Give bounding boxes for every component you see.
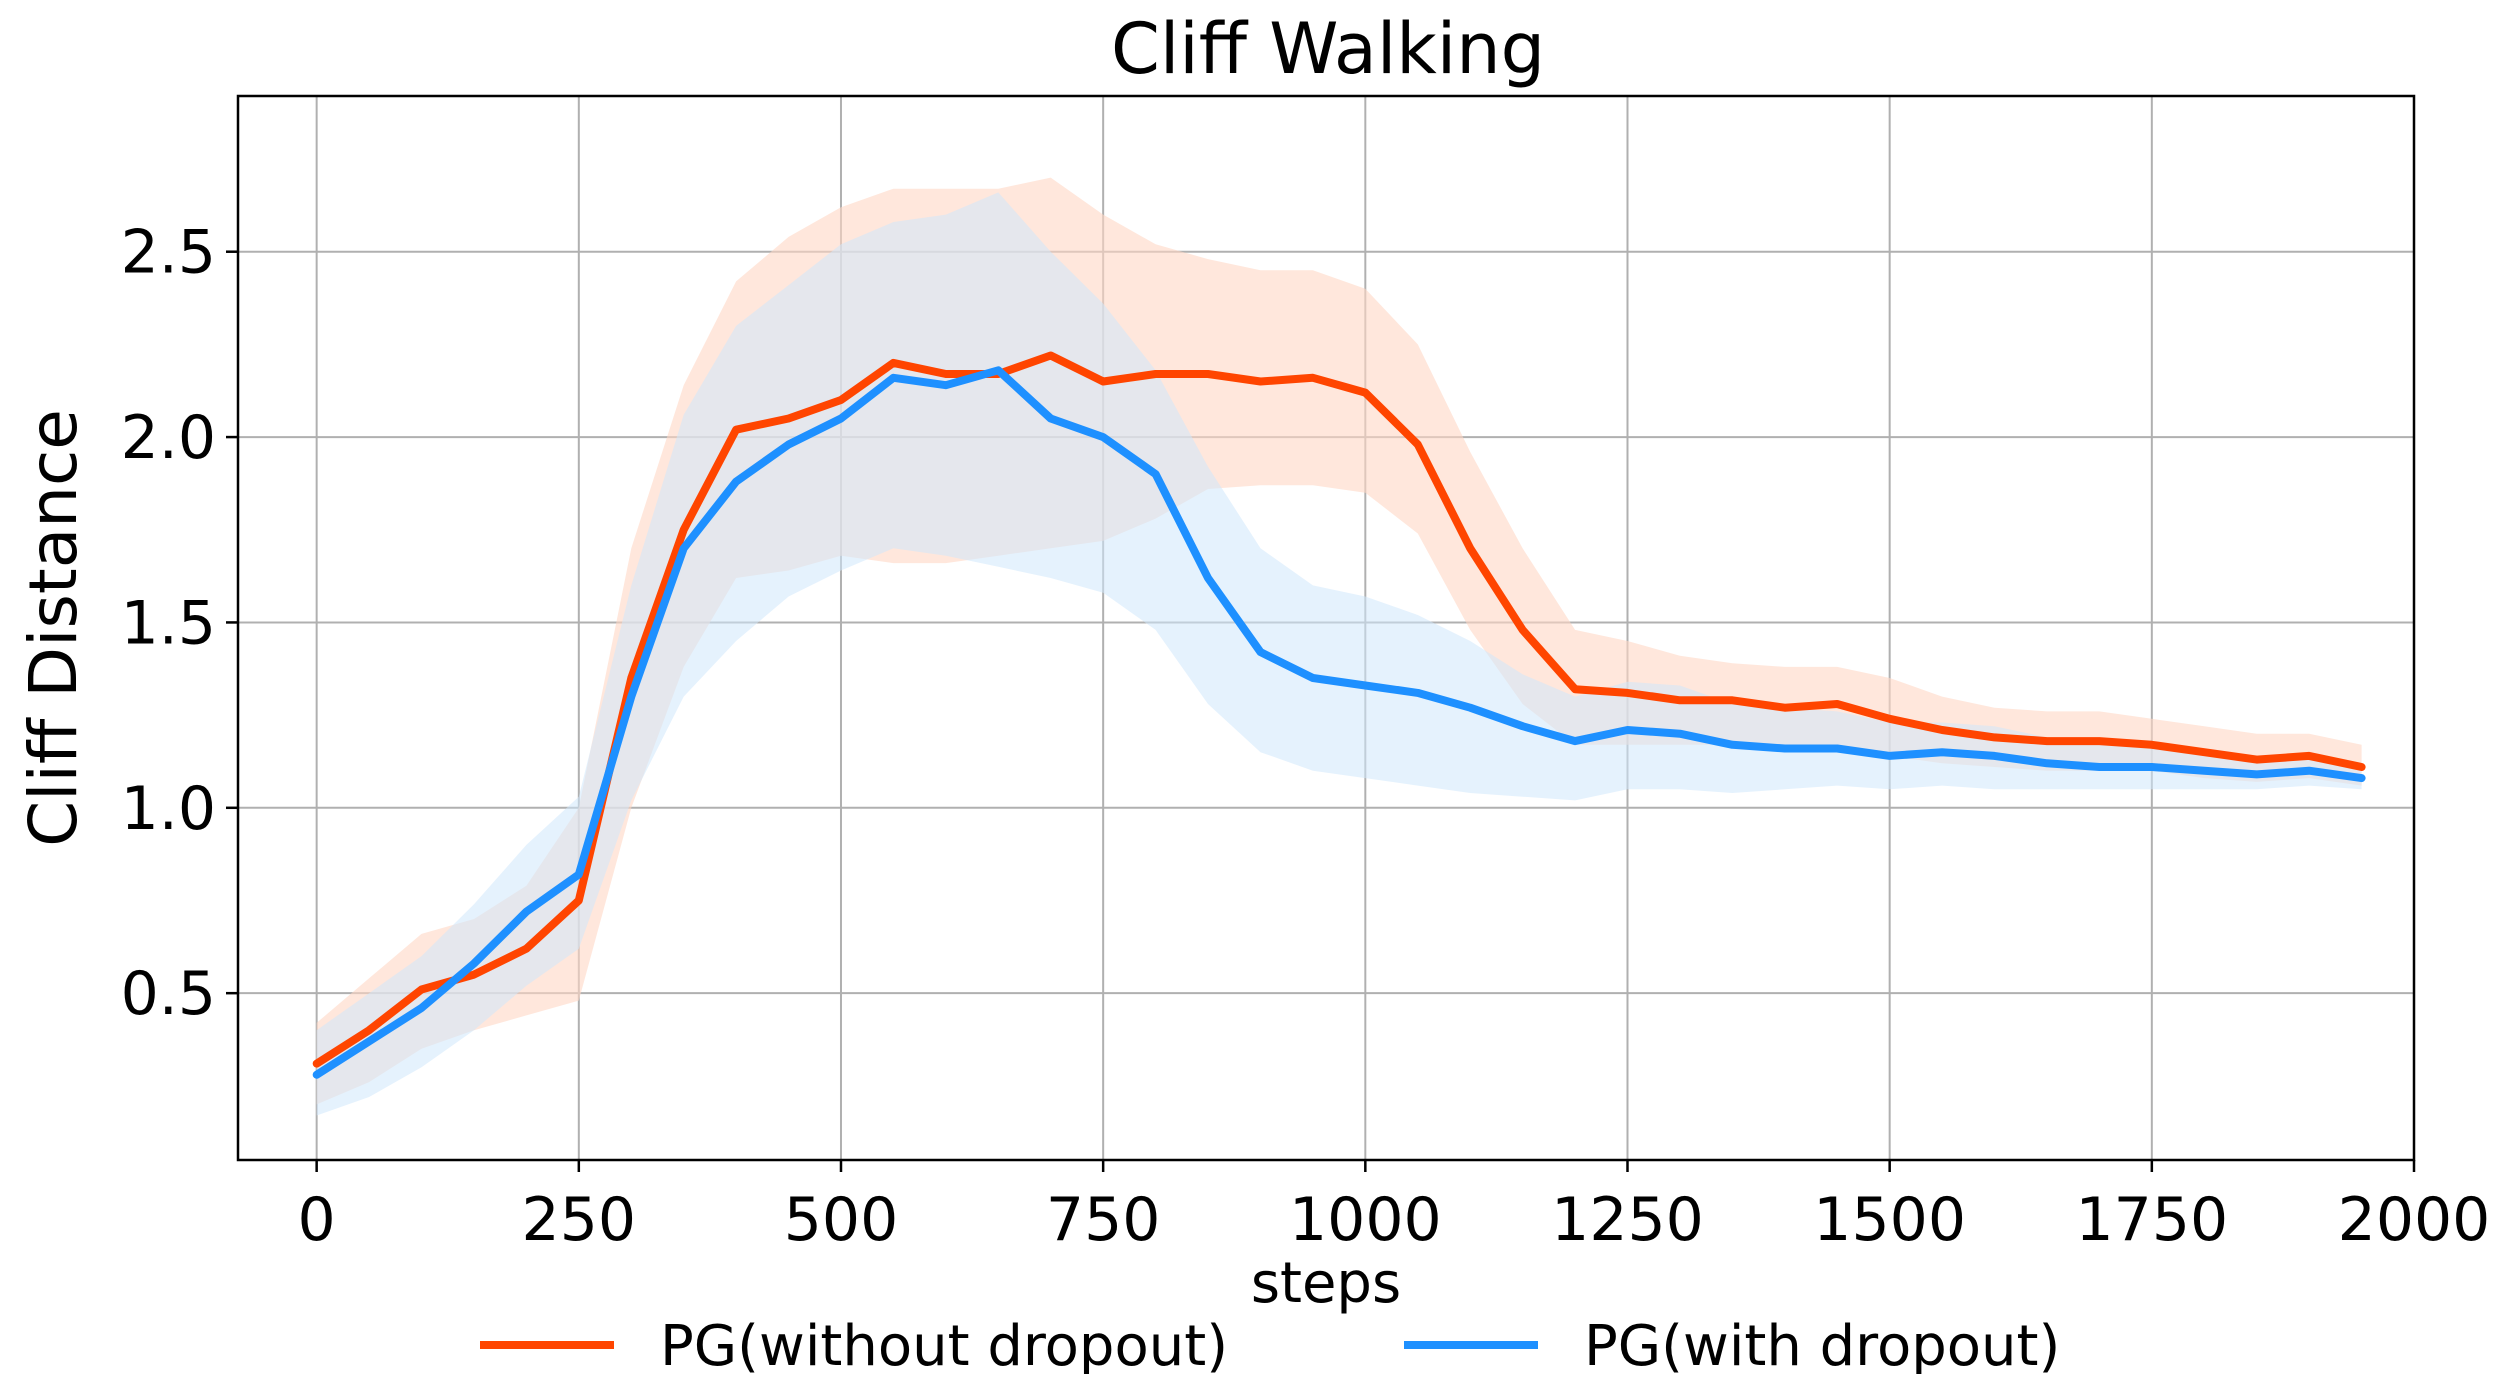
x-tick-label: 1250 bbox=[1551, 1185, 1704, 1255]
y-tick-label: 1.0 bbox=[121, 774, 216, 844]
y-axis-label: Cliff Distance bbox=[15, 409, 92, 847]
legend-label-with-dropout: PG(with dropout) bbox=[1584, 1314, 2060, 1374]
x-tick-label: 750 bbox=[1046, 1185, 1161, 1255]
x-tick-label: 1500 bbox=[1813, 1185, 1966, 1255]
chart-title: Cliff Walking bbox=[1111, 8, 1545, 90]
legend: PG(without dropout) PG(with dropout) bbox=[480, 1314, 2060, 1374]
plot-area: 0 250 500 750 1000 1250 1500 1750 2000 0.5 1.0 1.5… bbox=[121, 94, 2491, 1255]
x-axis-ticks: 0 250 500 750 1000 1250 1500 1750 2000 bbox=[298, 1160, 2491, 1255]
plot-frame bbox=[236, 94, 2416, 1162]
series-line-without-dropout bbox=[312, 351, 2366, 1068]
series-line-with-dropout bbox=[312, 366, 2366, 1079]
x-tick-label: 1000 bbox=[1289, 1185, 1442, 1255]
y-tick-label: 2.5 bbox=[121, 218, 216, 288]
y-tick-label: 2.0 bbox=[121, 403, 216, 473]
x-axis-label: steps bbox=[1251, 1251, 1401, 1316]
series-lines bbox=[312, 351, 2366, 1079]
y-tick-label: 0.5 bbox=[121, 959, 216, 1029]
x-tick-label: 1750 bbox=[2075, 1185, 2228, 1255]
legend-label-without-dropout: PG(without dropout) bbox=[660, 1314, 1228, 1374]
x-tick-label: 0 bbox=[298, 1185, 336, 1255]
x-tick-label: 250 bbox=[522, 1185, 637, 1255]
y-tick-label: 1.5 bbox=[121, 588, 216, 658]
x-tick-label: 500 bbox=[784, 1185, 899, 1255]
x-tick-label: 2000 bbox=[2338, 1185, 2491, 1255]
confidence-bands bbox=[316, 177, 2362, 1116]
y-axis-ticks: 0.5 1.0 1.5 2.0 2.5 bbox=[121, 218, 238, 1029]
